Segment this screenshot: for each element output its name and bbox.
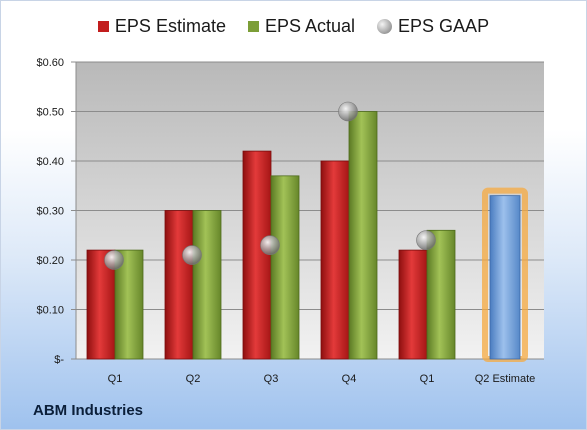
point-eps-gaap xyxy=(416,230,436,250)
legend: EPS Estimate EPS Actual EPS GAAP xyxy=(0,16,587,37)
y-tick-label: $0.60 xyxy=(36,57,64,69)
y-tick-label: $0.20 xyxy=(36,255,64,267)
bar-eps-estimate xyxy=(164,210,194,360)
bar-q2-estimate xyxy=(489,195,521,360)
bar-eps-actual xyxy=(426,229,456,360)
y-tick-label: $- xyxy=(54,354,64,366)
gaap-swatch xyxy=(377,19,393,34)
x-tick-label: Q2 xyxy=(186,373,201,385)
legend-item-estimate: EPS Estimate xyxy=(97,16,226,37)
x-tick-label: Q3 xyxy=(264,373,279,385)
point-eps-gaap xyxy=(182,245,202,265)
bar-eps-actual xyxy=(348,111,378,360)
bar-eps-estimate xyxy=(86,249,116,360)
bar-eps-estimate xyxy=(320,160,350,360)
bars xyxy=(86,111,528,362)
x-tick-label: Q4 xyxy=(342,373,357,385)
y-tick-label: $0.30 xyxy=(36,206,64,218)
gaap-points xyxy=(104,101,436,270)
bar-eps-actual xyxy=(192,210,222,360)
bar-eps-estimate xyxy=(242,150,272,360)
gridlines xyxy=(76,61,544,360)
x-tick-label: Q1 xyxy=(108,373,123,385)
point-eps-gaap xyxy=(260,235,280,255)
company-name: ABM Industries xyxy=(33,402,144,419)
legend-item-actual: EPS Actual xyxy=(247,16,356,37)
y-axis: $- $0.10 $0.20 $0.30 $0.40 $0.50 $0.60 xyxy=(36,57,77,366)
point-eps-gaap xyxy=(338,101,358,122)
estimate-swatch xyxy=(97,21,109,32)
y-tick-label: $0.40 xyxy=(36,156,64,168)
legend-label-gaap: EPS GAAP xyxy=(398,16,490,36)
legend-label-actual: EPS Actual xyxy=(264,16,356,36)
bar-eps-actual xyxy=(114,249,144,360)
bar-eps-actual xyxy=(270,175,300,360)
legend-label-estimate: EPS Estimate xyxy=(114,16,226,36)
legend-item-gaap: EPS GAAP xyxy=(377,16,489,37)
bar-eps-estimate xyxy=(398,249,428,360)
actual-swatch xyxy=(247,21,259,32)
y-tick-label: $0.50 xyxy=(36,107,64,119)
x-axis: Q1 Q2 Q3 Q4 Q1 Q2 Estimate xyxy=(108,373,536,385)
point-eps-gaap xyxy=(104,250,124,270)
x-tick-label: Q1 xyxy=(420,373,435,385)
y-tick-label: $0.10 xyxy=(36,305,64,317)
x-tick-label: Q2 Estimate xyxy=(475,373,536,385)
